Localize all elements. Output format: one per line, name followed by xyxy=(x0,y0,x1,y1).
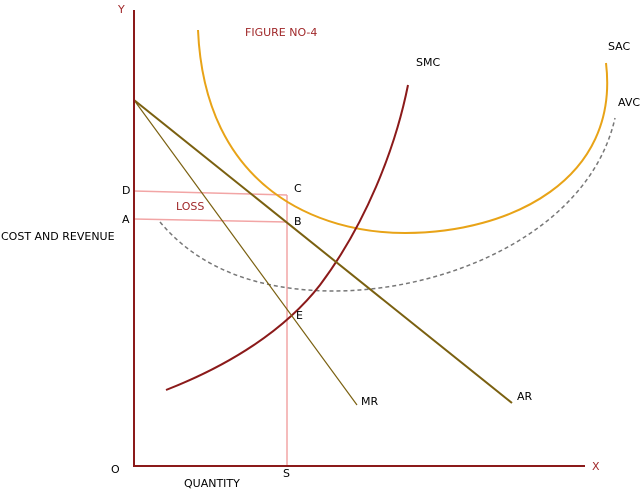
a-b-line xyxy=(133,218,288,223)
x-symbol: X xyxy=(592,460,600,473)
mr-line xyxy=(133,99,358,406)
x-axis-label: QUANTITY xyxy=(184,477,240,490)
point-s: S xyxy=(283,467,290,480)
sac-label: SAC xyxy=(608,40,631,53)
y-symbol: Y xyxy=(117,3,125,16)
point-a: A xyxy=(122,213,130,226)
ar-line xyxy=(133,99,513,404)
avc-label: AVC xyxy=(618,96,640,109)
ar-label: AR xyxy=(517,390,533,403)
point-b: B xyxy=(294,215,302,228)
mr-label: MR xyxy=(361,395,378,408)
smc-label: SMC xyxy=(416,56,440,69)
figure-title: FIGURE NO-4 xyxy=(245,26,317,39)
loss-label: LOSS xyxy=(176,200,204,213)
avc-curve xyxy=(159,117,616,292)
point-d: D xyxy=(122,184,130,197)
y-axis-label: COST AND REVENUE xyxy=(1,230,115,243)
d-c-line xyxy=(133,190,288,196)
sac-curve xyxy=(197,29,609,235)
origin-label: O xyxy=(111,463,120,476)
point-c: C xyxy=(294,182,302,195)
smc-curve xyxy=(165,84,409,391)
point-e: E xyxy=(296,309,303,322)
